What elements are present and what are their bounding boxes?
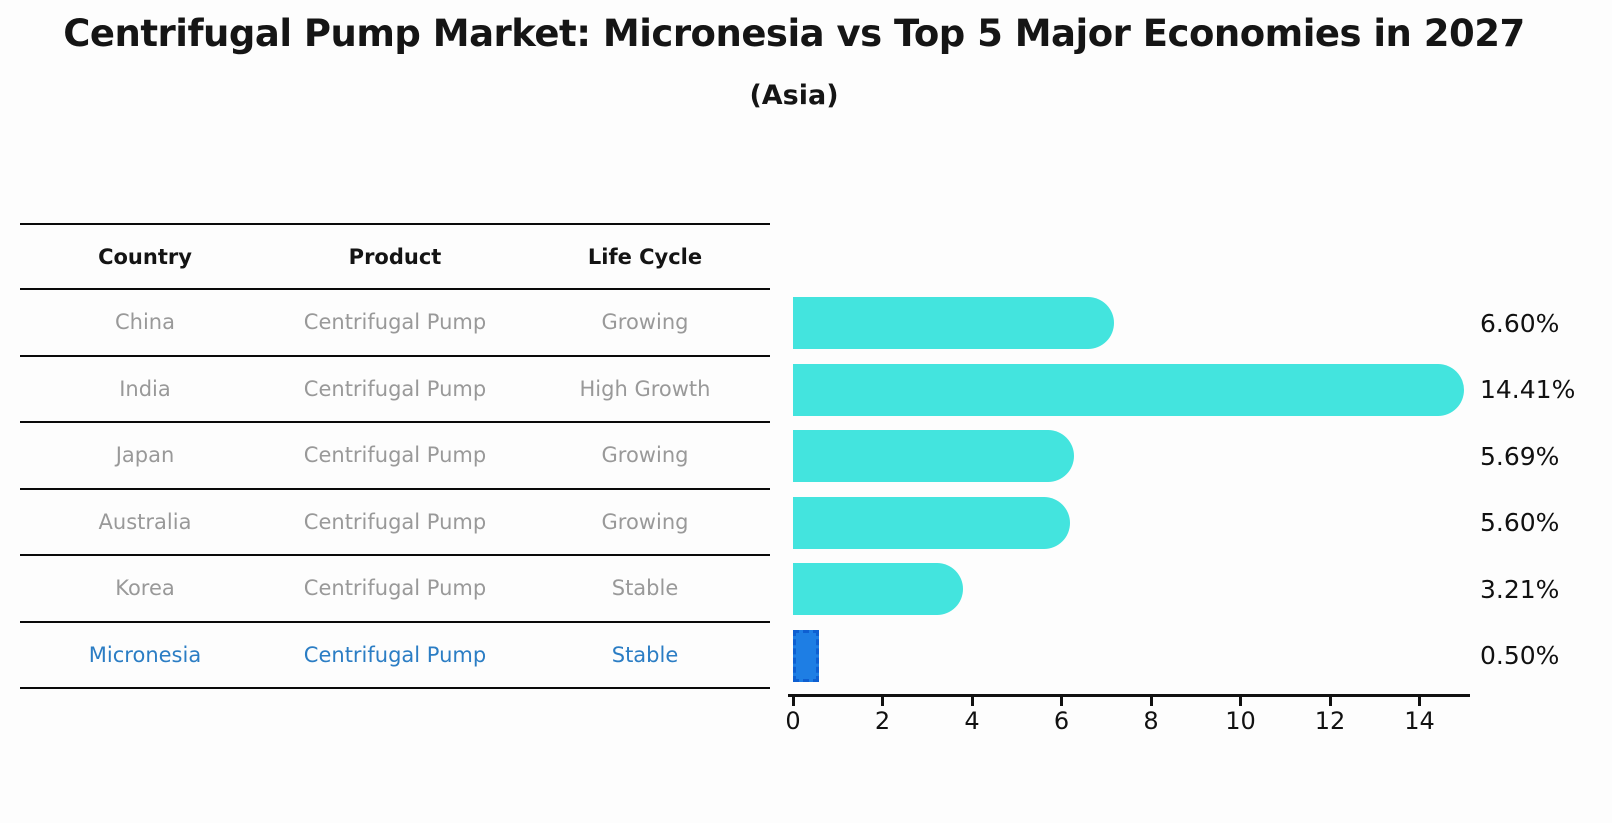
x-tick-mark [1060, 697, 1063, 706]
x-tick-mark [791, 697, 795, 706]
product-cell: Centrifugal Pump [303, 376, 487, 401]
table-row: China Centrifugal Pump Growing [20, 290, 770, 357]
table-header-row: Country Product Life Cycle [20, 223, 770, 290]
x-tick-label: 12 [1314, 707, 1346, 735]
country-cell: Australia [98, 509, 192, 534]
value-label: 5.60% [1480, 508, 1560, 538]
bar-micronesia [793, 629, 820, 682]
product-cell: Centrifugal Pump [303, 642, 487, 667]
bar-australia [793, 496, 1070, 549]
bar-row [793, 556, 1473, 623]
page-subtitle: (Asia) [749, 80, 839, 111]
x-tick-mark [970, 697, 974, 706]
table-row: India Centrifugal Pump High Growth [20, 357, 770, 423]
product-cell: Centrifugal Pump [303, 509, 487, 534]
bar-china [793, 297, 1115, 350]
x-tick-label: 14 [1404, 707, 1435, 735]
bar-chart [793, 290, 1473, 689]
value-label: 14.41% [1480, 375, 1576, 405]
life-cycle-cell: Growing [601, 443, 689, 468]
value-labels: 6.60% 14.41% 5.69% 5.60% 3.21% 0.50% [1480, 290, 1575, 689]
table-row: Japan Centrifugal Pump Growing [20, 423, 770, 490]
bar-row [793, 423, 1473, 490]
page-title: Centrifugal Pump Market: Micronesia vs T… [63, 12, 1525, 55]
x-tick-label: 0 [785, 707, 801, 735]
bar-japan [793, 430, 1074, 483]
x-tick-mark [1239, 697, 1242, 706]
table-header-product: Product [348, 244, 442, 269]
value-label: 0.50% [1480, 641, 1560, 671]
bar-row [793, 290, 1473, 357]
bar-row [793, 623, 1473, 690]
bar-india [793, 363, 1464, 416]
country-cell: China [115, 310, 175, 335]
table-row: Australia Centrifugal Pump Growing [20, 490, 770, 556]
country-cell: Micronesia [88, 642, 202, 667]
bar-row [793, 490, 1473, 557]
table-row-micronesia: Micronesia Centrifugal Pump Stable [20, 623, 770, 689]
product-cell: Centrifugal Pump [303, 310, 487, 335]
value-label: 5.69% [1480, 441, 1560, 471]
x-tick-mark [1149, 697, 1153, 706]
table-header-life-cycle: Life Cycle [587, 244, 703, 269]
product-cell: Centrifugal Pump [303, 443, 487, 468]
value-label: 6.60% [1480, 308, 1560, 338]
country-cell: Japan [115, 443, 175, 468]
table-row: Korea Centrifugal Pump Stable [20, 556, 770, 623]
x-tick-label: 4 [964, 707, 980, 735]
bar-korea [793, 563, 963, 616]
country-cell: India [119, 376, 171, 401]
x-tick-label: 6 [1053, 707, 1070, 735]
life-cycle-cell: Growing [601, 509, 689, 534]
life-cycle-cell: High Growth [579, 376, 711, 401]
product-cell: Centrifugal Pump [303, 576, 487, 601]
table-header-country: Country [98, 244, 192, 269]
x-tick-mark [1418, 697, 1421, 706]
country-table: Country Product Life Cycle China Centrif… [20, 223, 770, 689]
x-tick-mark [881, 697, 884, 706]
life-cycle-cell: Stable [611, 642, 679, 667]
country-cell: Korea [115, 576, 175, 601]
x-tick-label: 8 [1143, 707, 1159, 735]
life-cycle-cell: Stable [611, 576, 679, 601]
life-cycle-cell: Growing [601, 310, 689, 335]
x-axis-spine [788, 694, 1470, 697]
x-tick-label: 10 [1225, 707, 1256, 735]
x-tick-mark [1328, 697, 1332, 706]
value-label: 3.21% [1480, 574, 1560, 604]
bar-row [793, 357, 1473, 424]
x-tick-label: 2 [874, 707, 891, 735]
